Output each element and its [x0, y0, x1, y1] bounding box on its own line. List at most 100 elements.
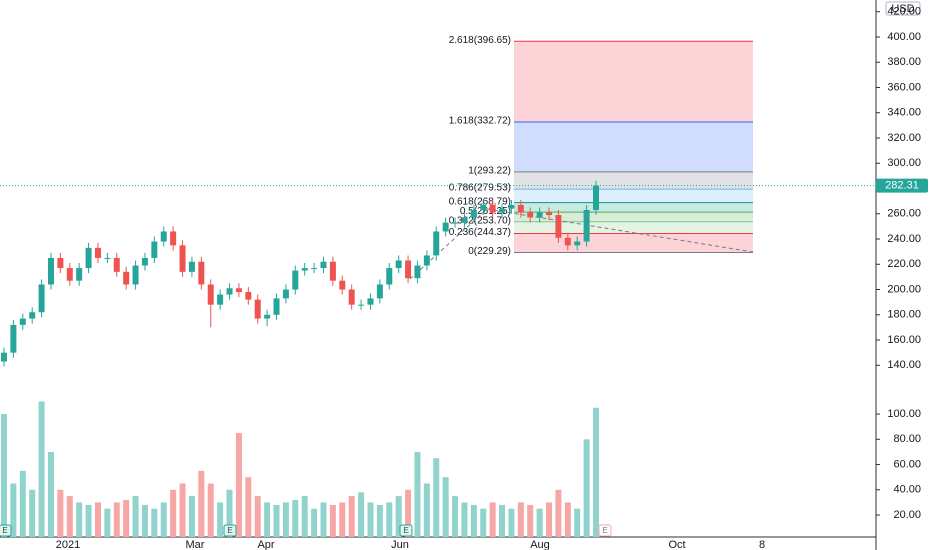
y-tick-label: 300.00	[887, 157, 921, 169]
candle-body	[574, 241, 581, 246]
candle-body	[29, 312, 36, 319]
event-marker[interactable]	[399, 524, 413, 537]
candle-body	[301, 268, 308, 271]
candle-body	[423, 255, 430, 266]
x-tick-label: Oct	[668, 539, 685, 550]
volume-bar	[414, 451, 421, 537]
event-label: E	[227, 526, 232, 535]
volume-bar	[66, 496, 73, 537]
volume-bar	[452, 496, 459, 537]
event-label: E	[2, 526, 7, 535]
fib-band	[514, 221, 753, 234]
volume-tick-label: 100.00	[887, 408, 921, 420]
candle-body	[132, 265, 139, 285]
currency-box[interactable]	[885, 1, 921, 16]
candle-body	[386, 268, 393, 285]
volume-bar	[395, 496, 402, 537]
volume-bar	[517, 502, 524, 537]
volume-bar	[301, 496, 308, 537]
fib-label: 0.786(279.53)	[449, 183, 511, 194]
volume-bar	[320, 502, 327, 537]
candle-body	[254, 299, 261, 319]
fib-label: 0.5(261.25)	[460, 206, 511, 217]
candle-body	[170, 231, 177, 246]
candle-body	[508, 204, 515, 209]
candle-body	[348, 289, 355, 305]
candle-body	[593, 185, 599, 210]
candle-body	[282, 289, 289, 299]
volume-bar	[348, 496, 355, 537]
event-label: E	[403, 526, 408, 535]
y-tick-label: 420.00	[887, 6, 921, 18]
volume-bar	[339, 502, 346, 537]
fib-layer: 0(229.29) 0.236(244.37)0.382(253.70)0.5(2…	[449, 35, 753, 257]
candle-body	[66, 268, 73, 281]
volume-bar	[179, 483, 186, 537]
volume-bar	[442, 477, 449, 537]
fib-band	[514, 233, 753, 253]
volume-bar	[113, 502, 120, 537]
candle-body	[555, 215, 562, 238]
volume-bar	[555, 489, 562, 537]
y-tick-label: 200.00	[887, 283, 921, 295]
y-tick-label: 340.00	[887, 107, 921, 119]
volume-bar	[245, 477, 252, 537]
candle-body	[564, 237, 571, 246]
candle-body	[19, 318, 26, 325]
candle-body	[329, 261, 336, 281]
fib-label: 0(229.29)	[468, 246, 511, 257]
y-tick-label: 180.00	[887, 309, 921, 321]
candle-body	[104, 257, 111, 259]
fib-label: 0.236(244.37)	[449, 227, 511, 238]
candle-body	[367, 298, 374, 305]
volume-bar	[188, 496, 195, 537]
candle-body	[160, 231, 167, 242]
volume-bar	[85, 504, 92, 537]
fib-band	[514, 41, 753, 122]
event-marker[interactable]	[223, 524, 237, 537]
volume-bar	[593, 407, 599, 537]
x-tick-label: Jun	[391, 539, 409, 550]
volume-bar	[470, 504, 477, 537]
candle-body	[179, 245, 186, 272]
y-tick-label: 380.00	[887, 56, 921, 68]
volume-bar	[546, 502, 553, 537]
candle-body	[57, 257, 64, 269]
volume-bar	[94, 502, 101, 537]
currency-label: USD	[891, 3, 914, 15]
volume-tick-label: 20.00	[893, 509, 921, 521]
volume-bar	[38, 401, 45, 537]
volume-bar	[217, 502, 224, 537]
candle-body	[141, 257, 148, 266]
candle-body	[151, 241, 158, 258]
candle-body	[461, 217, 468, 223]
candle-body	[414, 265, 421, 279]
volume-bar	[433, 458, 440, 537]
candle-body	[226, 288, 233, 295]
event-label: E	[602, 526, 607, 535]
fib-label: 1(293.22)	[468, 165, 511, 176]
candle-body	[405, 260, 412, 279]
volume-bar	[508, 508, 515, 537]
volume-bar	[292, 499, 299, 537]
volume-bar	[489, 502, 496, 537]
candle-body	[113, 257, 120, 272]
volume-bar	[273, 504, 280, 537]
event-marker[interactable]	[0, 524, 12, 537]
fib-band	[514, 121, 753, 172]
volume-bar	[57, 489, 64, 537]
x-tick-label: Mar	[186, 539, 205, 550]
volume-bar	[170, 489, 177, 537]
volume-bar	[226, 489, 233, 537]
event-marker[interactable]	[598, 524, 612, 537]
volume-bar	[386, 502, 393, 537]
fib-band	[514, 212, 753, 222]
candle-body	[320, 261, 327, 269]
y-tick-label: 140.00	[887, 359, 921, 371]
candle-body	[85, 247, 92, 269]
candle-body	[1, 352, 7, 362]
y-tick-label: 220.00	[887, 258, 921, 270]
candle-body	[546, 212, 553, 216]
